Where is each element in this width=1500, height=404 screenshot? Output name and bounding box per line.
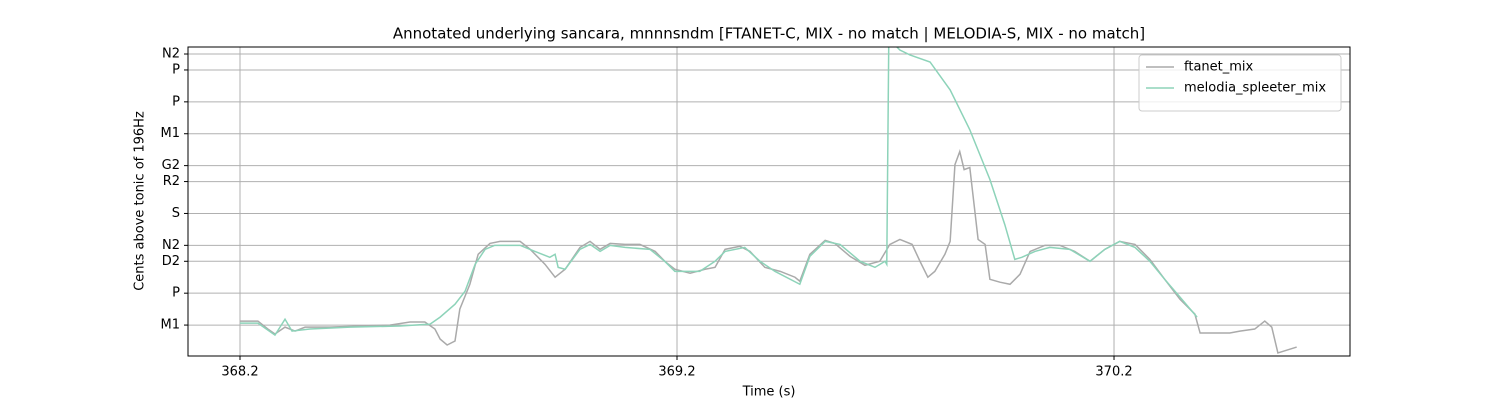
y-tick-label: P [172, 62, 180, 77]
legend-label: melodia_spleeter_mix [1184, 81, 1326, 96]
chart-title: Annotated underlying sancara, mnnnsndm [… [393, 25, 1145, 43]
legend-box [1138, 54, 1342, 112]
y-axis-label: Cents above tonic of 196Hz [133, 111, 148, 291]
plot-area [240, 47, 1297, 354]
series-line [240, 47, 1198, 337]
y-tick-label: N2 [162, 47, 180, 62]
x-tick-label: 369.2 [658, 365, 695, 380]
y-tick-label: S [172, 206, 180, 221]
y-tick-label: D2 [162, 254, 180, 269]
x-axis-label: Time (s) [742, 385, 796, 400]
legend: ftanet_mix melodia_spleeter_mix [1138, 54, 1342, 112]
y-tick-label: N2 [162, 238, 180, 253]
y-tick-label: P [172, 94, 180, 109]
legend-label: ftanet_mix [1184, 60, 1254, 75]
y-tick-label: R2 [163, 174, 180, 189]
axes-frame [187, 46, 1351, 357]
x-tick-label: 370.2 [1095, 365, 1132, 380]
grid [188, 47, 1350, 356]
y-tick-label: P [172, 286, 180, 301]
y-tick-label: M1 [161, 318, 181, 333]
x-tick-label: 368.2 [221, 365, 258, 380]
y-tick-label: G2 [162, 158, 180, 173]
y-tick-label: M1 [161, 126, 181, 141]
